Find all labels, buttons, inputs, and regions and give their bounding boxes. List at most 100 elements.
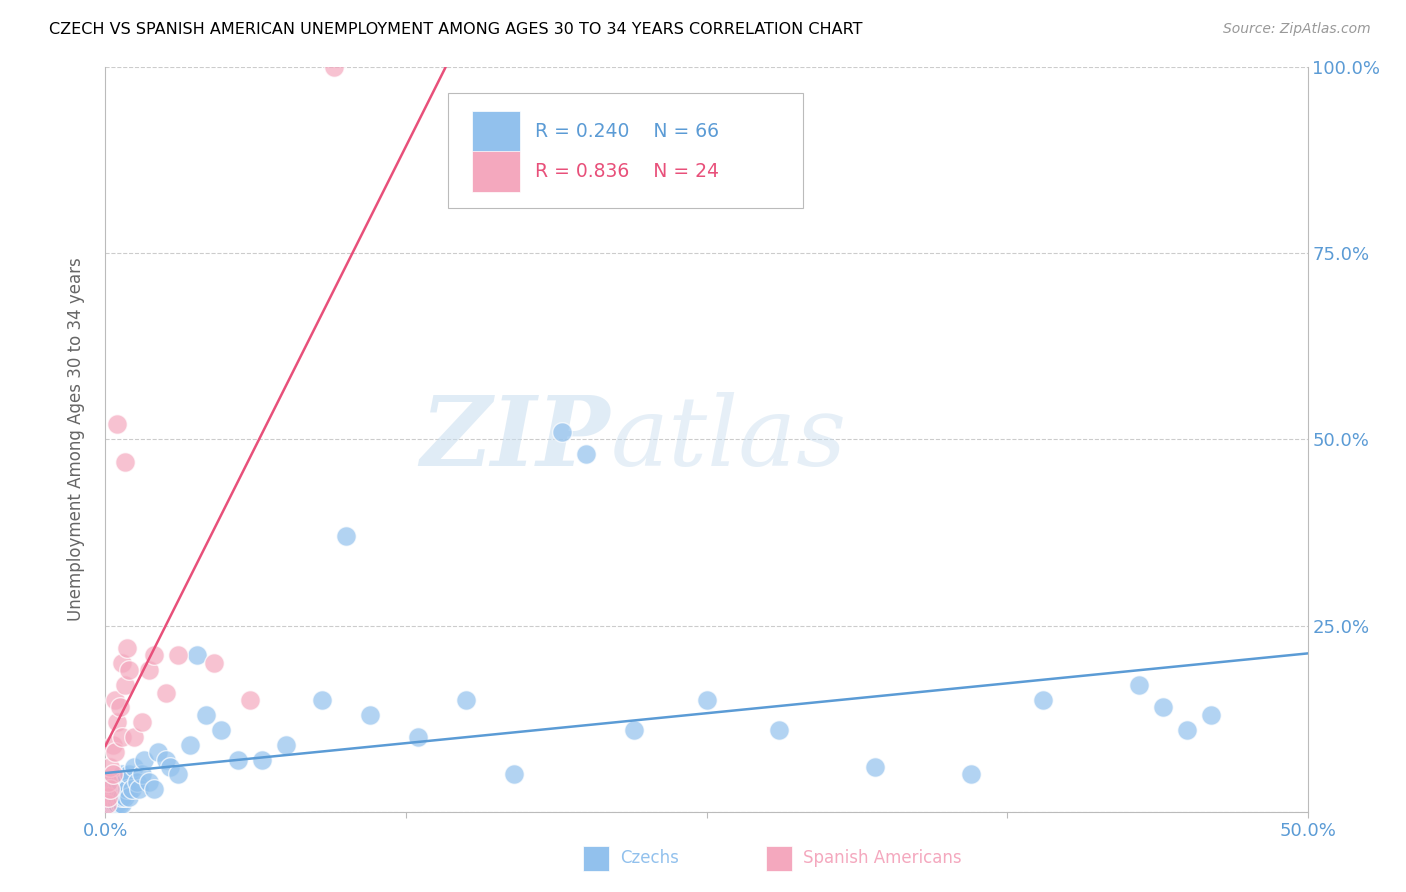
- Point: [138, 663, 160, 677]
- Point: [311, 693, 333, 707]
- Point: [1032, 693, 1054, 707]
- Point: [104, 789, 127, 804]
- Point: [1152, 700, 1174, 714]
- Point: [1175, 723, 1198, 737]
- Point: [111, 730, 134, 744]
- Point: [359, 707, 381, 722]
- Point: [97, 789, 120, 804]
- Point: [111, 656, 134, 670]
- Point: [97, 789, 120, 804]
- Point: [111, 789, 134, 804]
- Point: [118, 789, 141, 804]
- Point: [166, 648, 188, 663]
- Point: [114, 678, 136, 692]
- Point: [503, 767, 526, 781]
- Point: [101, 767, 124, 781]
- Bar: [583, 846, 609, 871]
- Point: [101, 775, 124, 789]
- Point: [166, 767, 188, 781]
- Point: [125, 775, 148, 789]
- Point: [107, 417, 129, 432]
- Point: [250, 753, 273, 767]
- Point: [104, 745, 127, 759]
- Point: [98, 797, 121, 812]
- Point: [960, 767, 983, 781]
- Point: [454, 693, 477, 707]
- Text: R = 0.240    N = 66: R = 0.240 N = 66: [534, 122, 718, 141]
- Point: [107, 789, 129, 804]
- FancyBboxPatch shape: [449, 93, 803, 209]
- Point: [239, 693, 262, 707]
- Point: [1128, 678, 1150, 692]
- Point: [108, 775, 131, 789]
- Point: [115, 640, 138, 655]
- Point: [128, 782, 150, 797]
- Text: R = 0.836    N = 24: R = 0.836 N = 24: [534, 161, 718, 181]
- Point: [142, 648, 165, 663]
- Point: [209, 723, 232, 737]
- Point: [98, 789, 121, 804]
- Bar: [766, 846, 792, 871]
- Point: [1201, 707, 1223, 722]
- Point: [101, 789, 124, 804]
- Point: [124, 730, 146, 744]
- Point: [107, 715, 129, 730]
- Point: [623, 723, 645, 737]
- Point: [551, 425, 574, 439]
- Point: [107, 782, 129, 797]
- Bar: [472, 151, 520, 192]
- Text: Spanish Americans: Spanish Americans: [803, 849, 962, 867]
- Text: Czechs: Czechs: [620, 849, 679, 867]
- Point: [124, 760, 146, 774]
- Point: [406, 730, 429, 744]
- Point: [155, 753, 177, 767]
- Point: [114, 455, 136, 469]
- Point: [98, 782, 121, 797]
- Point: [155, 685, 177, 699]
- Bar: [472, 112, 520, 153]
- Y-axis label: Unemployment Among Ages 30 to 34 years: Unemployment Among Ages 30 to 34 years: [66, 258, 84, 621]
- Point: [768, 723, 790, 737]
- Point: [132, 753, 155, 767]
- Point: [97, 797, 120, 812]
- Point: [202, 656, 225, 670]
- Point: [118, 767, 141, 781]
- Point: [121, 782, 143, 797]
- Point: [142, 782, 165, 797]
- Point: [226, 753, 249, 767]
- Point: [108, 797, 131, 812]
- Point: [108, 789, 131, 804]
- Point: [97, 775, 120, 789]
- Point: [101, 782, 124, 797]
- Point: [131, 767, 153, 781]
- Point: [696, 693, 718, 707]
- Point: [114, 775, 136, 789]
- Point: [108, 700, 131, 714]
- Point: [98, 797, 121, 812]
- Point: [186, 648, 208, 663]
- Text: Source: ZipAtlas.com: Source: ZipAtlas.com: [1223, 22, 1371, 37]
- Point: [115, 782, 138, 797]
- Text: CZECH VS SPANISH AMERICAN UNEMPLOYMENT AMONG AGES 30 TO 34 YEARS CORRELATION CHA: CZECH VS SPANISH AMERICAN UNEMPLOYMENT A…: [49, 22, 863, 37]
- Point: [131, 715, 153, 730]
- Point: [159, 760, 181, 774]
- Text: ZIP: ZIP: [420, 392, 610, 486]
- Point: [104, 782, 127, 797]
- Point: [322, 60, 344, 74]
- Point: [335, 529, 357, 543]
- Point: [101, 797, 124, 812]
- Point: [863, 760, 886, 774]
- Point: [575, 447, 598, 461]
- Point: [96, 797, 118, 812]
- Point: [179, 738, 201, 752]
- Text: atlas: atlas: [610, 392, 846, 486]
- Point: [118, 663, 141, 677]
- Point: [111, 767, 134, 781]
- Point: [195, 707, 218, 722]
- Point: [98, 782, 121, 797]
- Point: [96, 797, 118, 812]
- Point: [104, 693, 127, 707]
- Point: [107, 797, 129, 812]
- Point: [107, 775, 129, 789]
- Point: [111, 797, 134, 812]
